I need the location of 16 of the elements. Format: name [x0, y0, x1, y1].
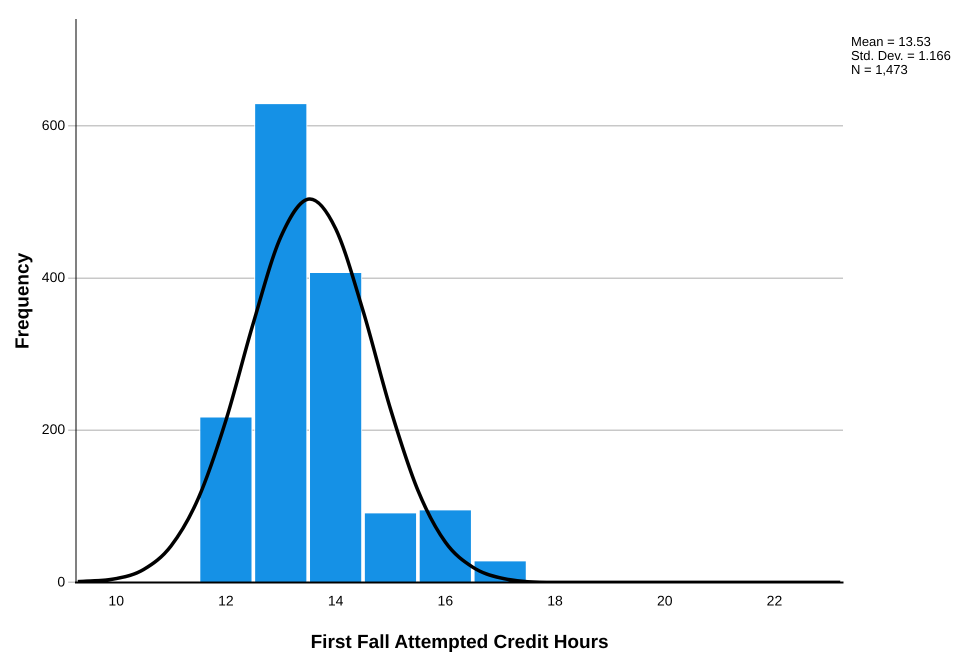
text: N = 1,473 — [851, 62, 908, 78]
x-tick-label: 12 — [218, 592, 234, 609]
x-tick-label: 16 — [438, 592, 454, 609]
x-axis-title: First Fall Attempted Credit Hours — [310, 632, 609, 653]
x-tick-label: 20 — [656, 592, 673, 609]
y-tick-label: 200 — [42, 421, 66, 438]
text: Std. Dev. = 1.166 — [851, 48, 951, 64]
text: Mean = 13.53 — [851, 34, 931, 50]
x-tick-label: 14 — [328, 592, 344, 609]
y-axis-title: Frequency — [12, 252, 34, 349]
x-tick-label: 10 — [108, 592, 124, 609]
x-tick-label: 22 — [766, 592, 782, 609]
y-tick-label: 0 — [57, 573, 66, 590]
y-tick-label: 600 — [42, 116, 66, 133]
x-tick-label: 18 — [547, 592, 564, 609]
y-tick-label: 400 — [42, 268, 66, 285]
